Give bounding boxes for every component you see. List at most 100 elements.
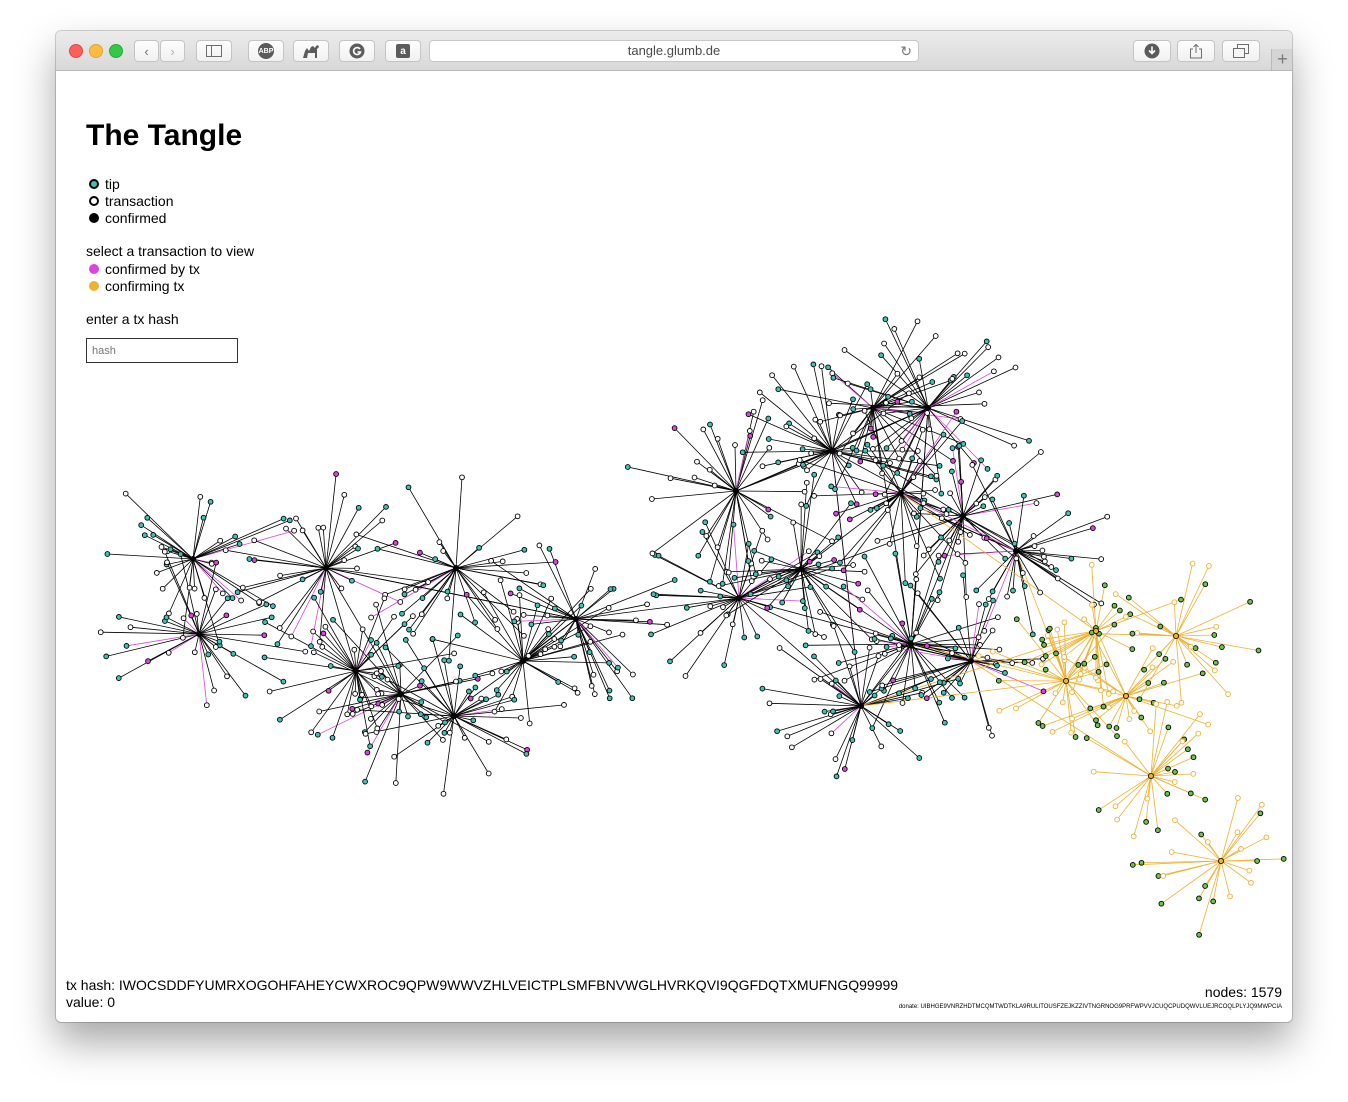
graph-node[interactable] xyxy=(466,688,472,695)
graph-hub-node[interactable] xyxy=(798,565,805,572)
graph-hub-node[interactable] xyxy=(195,631,202,638)
graph-node[interactable] xyxy=(905,695,911,702)
graph-node[interactable] xyxy=(1061,654,1068,660)
graph-node[interactable] xyxy=(884,507,891,513)
graph-node[interactable] xyxy=(495,691,502,698)
graph-node[interactable] xyxy=(759,685,766,692)
graph-node[interactable] xyxy=(222,547,229,554)
graph-node[interactable] xyxy=(423,714,430,721)
graph-node[interactable] xyxy=(811,676,818,683)
graph-node[interactable] xyxy=(262,619,268,625)
graph-node[interactable] xyxy=(1172,817,1178,824)
graph-node[interactable] xyxy=(470,717,477,724)
graph-node[interactable] xyxy=(1035,720,1042,726)
graph-hub-node[interactable] xyxy=(968,658,975,665)
graph-node[interactable] xyxy=(902,580,909,586)
graph-node[interactable] xyxy=(928,473,934,480)
graph-node[interactable] xyxy=(188,612,195,619)
grammarly-extension-button[interactable] xyxy=(339,40,375,62)
graph-node[interactable] xyxy=(1171,599,1178,606)
graph-node[interactable] xyxy=(217,537,224,544)
graph-node[interactable] xyxy=(934,597,941,604)
graph-node[interactable] xyxy=(419,595,426,601)
graph-node[interactable] xyxy=(869,725,876,731)
graph-node[interactable] xyxy=(783,423,790,430)
graph-node[interactable] xyxy=(395,663,402,669)
graph-node[interactable] xyxy=(291,527,297,534)
graph-node[interactable] xyxy=(1258,801,1265,808)
graph-node[interactable] xyxy=(714,435,721,442)
graph-node[interactable] xyxy=(1010,587,1016,594)
graph-node[interactable] xyxy=(841,766,848,772)
graph-node[interactable] xyxy=(859,596,866,603)
graph-node[interactable] xyxy=(571,653,577,660)
graph-node[interactable] xyxy=(807,584,814,590)
graph-node[interactable] xyxy=(875,653,882,659)
graph-node[interactable] xyxy=(981,400,988,407)
graph-node[interactable] xyxy=(1046,625,1053,632)
graph-node[interactable] xyxy=(586,649,593,655)
graph-node[interactable] xyxy=(933,472,940,479)
graph-node[interactable] xyxy=(1144,795,1151,802)
graph-node[interactable] xyxy=(969,462,976,468)
graph-node[interactable] xyxy=(1130,833,1137,840)
graph-node[interactable] xyxy=(302,648,309,655)
graph-node[interactable] xyxy=(938,490,945,497)
graph-node[interactable] xyxy=(1068,555,1075,562)
graph-node[interactable] xyxy=(1038,449,1044,455)
graph-node[interactable] xyxy=(587,585,594,592)
graph-node[interactable] xyxy=(848,500,854,507)
graph-node[interactable] xyxy=(540,582,547,589)
graph-node[interactable] xyxy=(923,695,930,702)
graph-node[interactable] xyxy=(765,506,772,513)
graph-node[interactable] xyxy=(1190,771,1197,777)
graph-hub-node[interactable] xyxy=(960,512,967,519)
graph-node[interactable] xyxy=(1202,581,1209,588)
graph-node[interactable] xyxy=(924,643,930,649)
graph-node[interactable] xyxy=(177,551,184,557)
graph-node[interactable] xyxy=(936,589,943,596)
graph-node[interactable] xyxy=(311,594,317,601)
graph-node[interactable] xyxy=(1149,664,1156,671)
graph-node[interactable] xyxy=(523,570,530,576)
graph-node[interactable] xyxy=(898,438,905,444)
graph-node[interactable] xyxy=(983,338,990,345)
graph-node[interactable] xyxy=(229,595,236,601)
graph-node[interactable] xyxy=(349,705,356,712)
graph-node[interactable] xyxy=(896,642,902,648)
graph-node[interactable] xyxy=(825,364,831,371)
graph-node[interactable] xyxy=(424,739,431,746)
graph-node[interactable] xyxy=(830,708,836,715)
graph-node[interactable] xyxy=(441,730,448,736)
graph-node[interactable] xyxy=(150,532,157,538)
graph-node[interactable] xyxy=(212,586,219,593)
graph-node[interactable] xyxy=(871,636,878,642)
graph-node[interactable] xyxy=(832,486,838,492)
graph-node[interactable] xyxy=(783,577,790,584)
graph-node[interactable] xyxy=(913,543,920,549)
graph-node[interactable] xyxy=(200,514,207,521)
graph-node[interactable] xyxy=(1114,733,1120,739)
graph-node[interactable] xyxy=(801,605,808,611)
graph-node[interactable] xyxy=(1059,699,1066,706)
graph-node[interactable] xyxy=(1106,723,1113,730)
graph-node[interactable] xyxy=(213,559,220,566)
graph-node[interactable] xyxy=(1129,862,1136,868)
graph-node[interactable] xyxy=(950,458,956,464)
graph-node[interactable] xyxy=(1134,630,1141,636)
graph-node[interactable] xyxy=(836,450,843,457)
graph-node[interactable] xyxy=(288,633,295,640)
graph-node[interactable] xyxy=(277,716,283,723)
graph-node[interactable] xyxy=(937,575,943,582)
graph-node[interactable] xyxy=(1111,621,1118,628)
graph-node[interactable] xyxy=(928,596,935,602)
graph-node[interactable] xyxy=(521,632,527,639)
graph-node[interactable] xyxy=(498,706,505,712)
graph-node[interactable] xyxy=(1164,790,1171,797)
forward-button[interactable]: › xyxy=(160,40,185,62)
graph-node[interactable] xyxy=(808,450,814,457)
graph-node[interactable] xyxy=(590,671,597,678)
graph-node[interactable] xyxy=(242,692,249,699)
graph-node[interactable] xyxy=(488,557,494,564)
graph-node[interactable] xyxy=(1093,674,1099,681)
